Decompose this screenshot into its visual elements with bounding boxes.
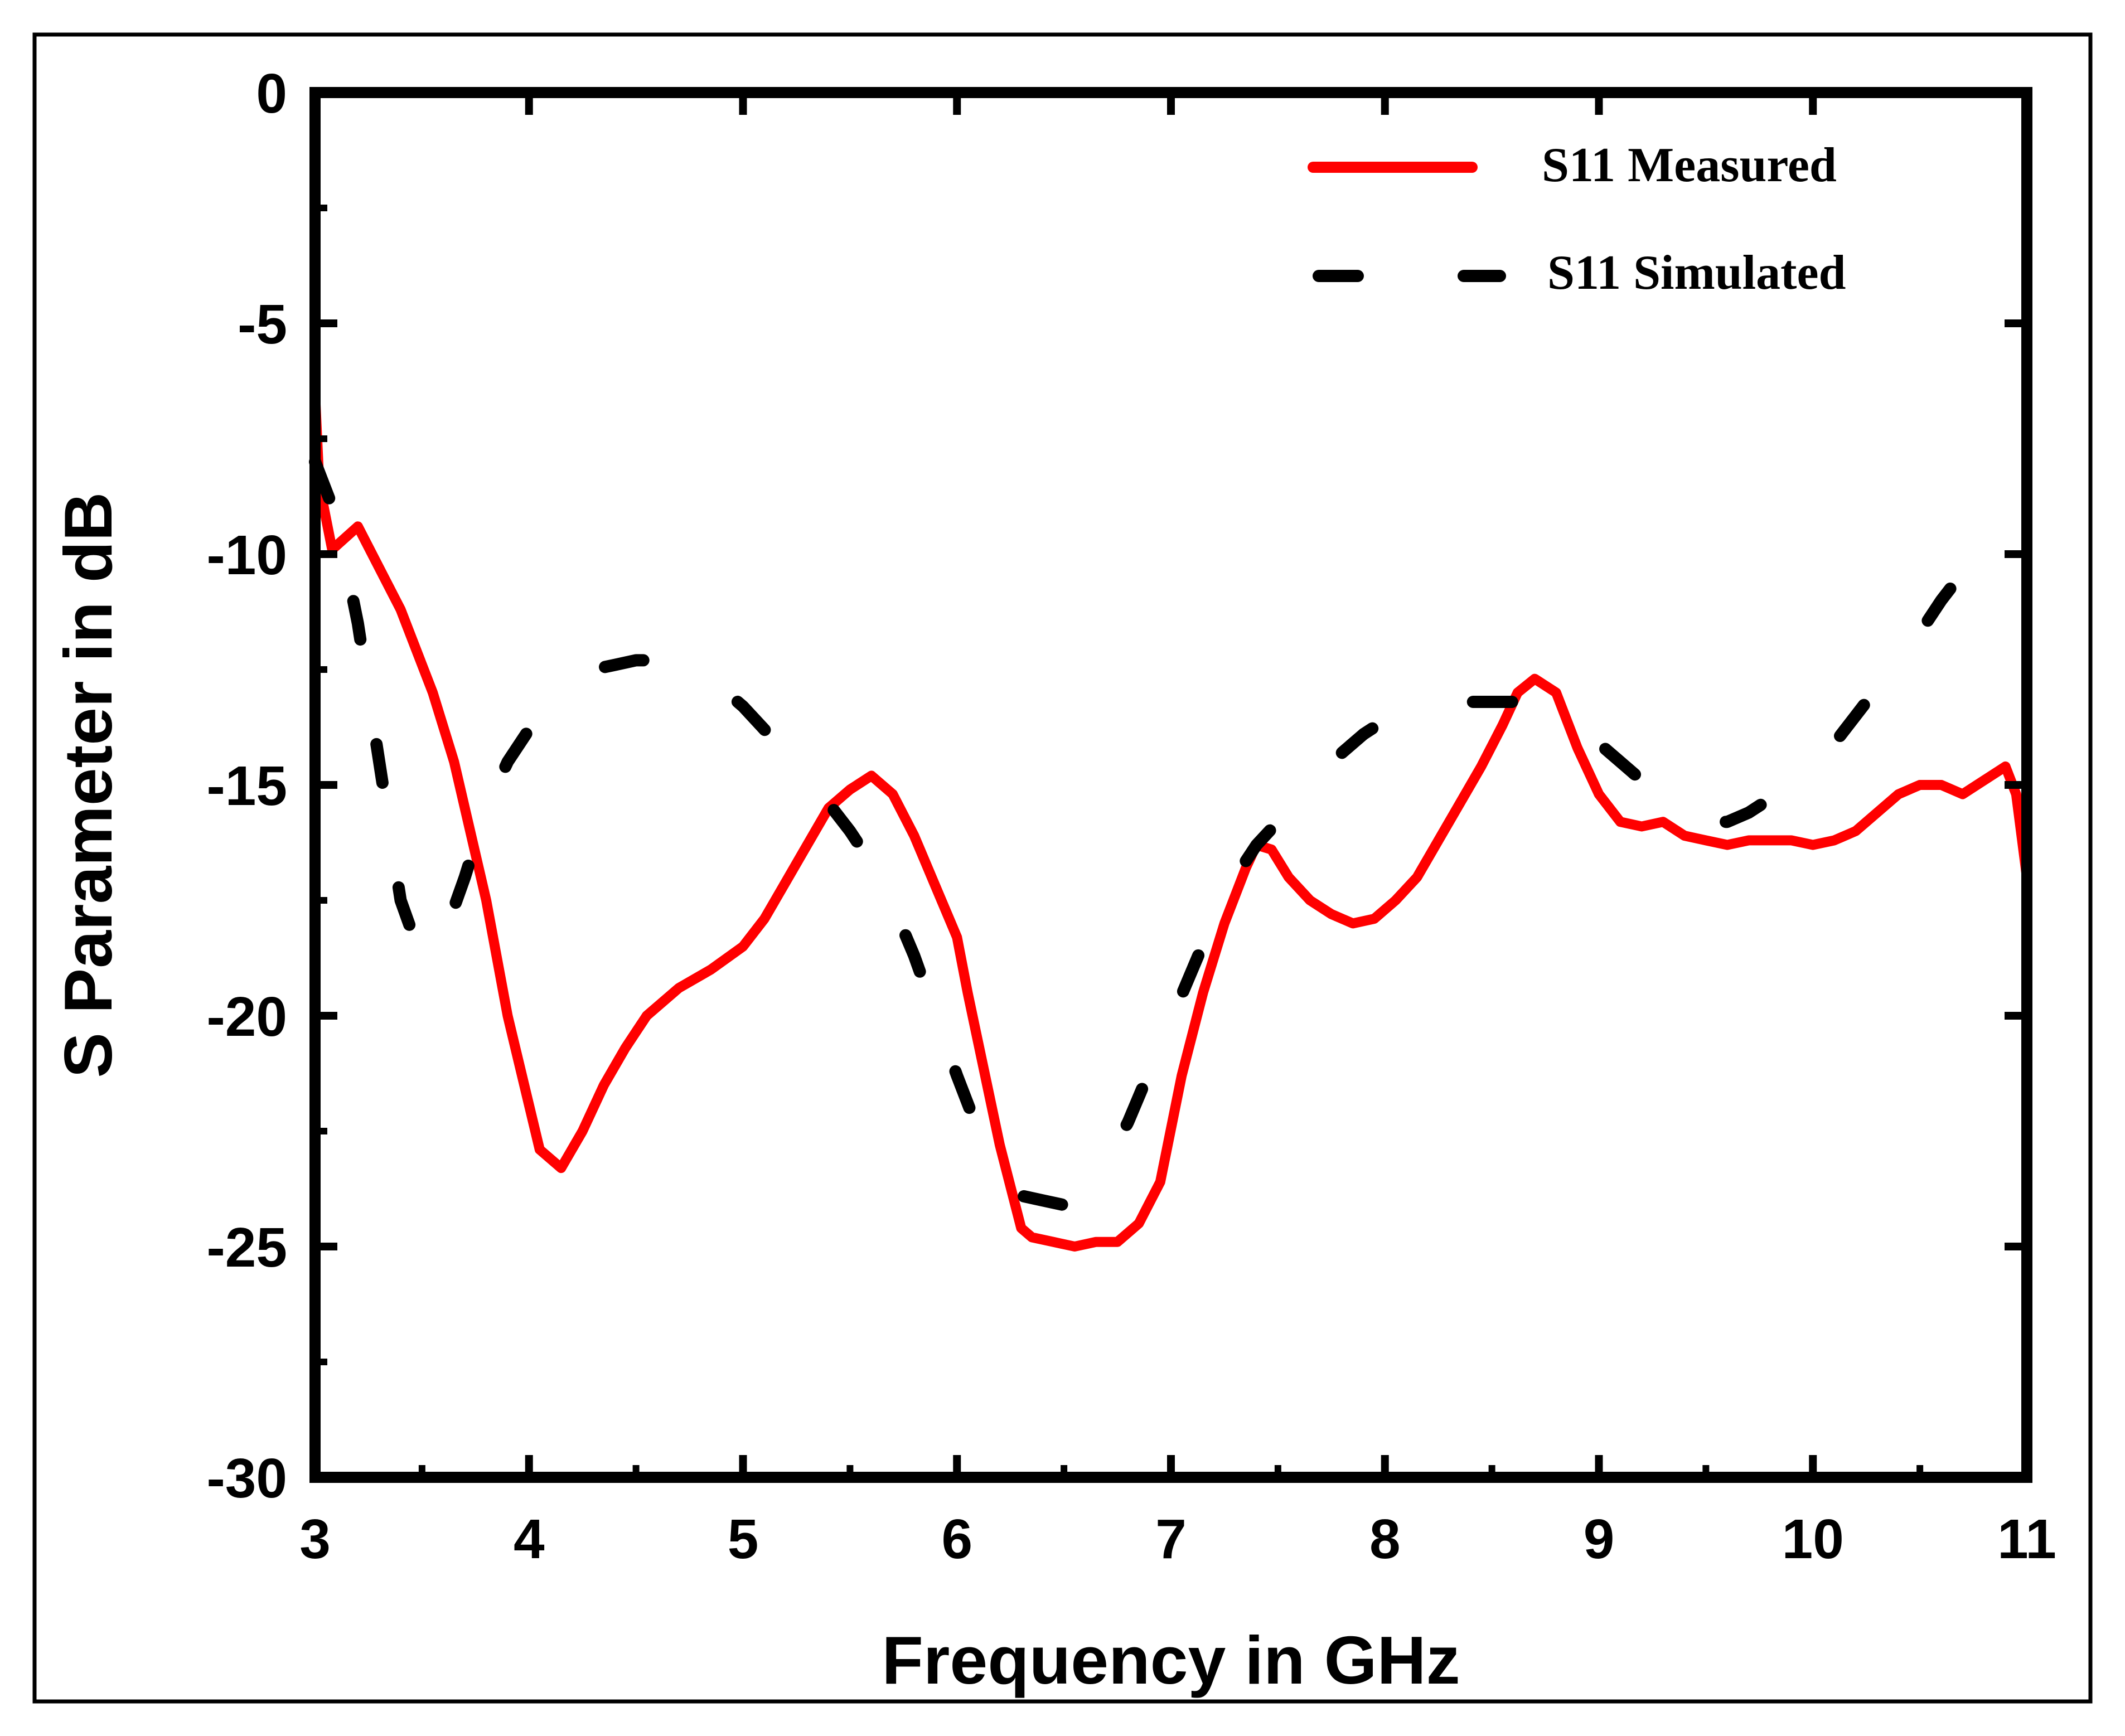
x-tick-label: 8 (1369, 1508, 1401, 1570)
y-tick-label: -5 (238, 293, 287, 356)
x-axis-title: Frequency in GHz (882, 1622, 1460, 1698)
y-tick-label: 0 (256, 62, 287, 125)
x-tick-label: 7 (1155, 1508, 1187, 1570)
chart-marks (309, 387, 2033, 1252)
x-tick-label: 11 (1997, 1508, 2056, 1570)
y-axis-title: S Parameter in dB (50, 492, 126, 1078)
legend-label-s11-simulated: S11 Simulated (1547, 246, 1846, 300)
x-tick-label: 9 (1584, 1508, 1615, 1570)
legend-label-s11-measured: S11 Measured (1542, 138, 1837, 192)
figure-border (32, 32, 2093, 1704)
y-tick-label: -10 (206, 524, 287, 586)
series-line-s11-simulated (309, 455, 2033, 1211)
x-tick-label: 3 (299, 1508, 331, 1570)
y-tick-label: -25 (206, 1216, 287, 1279)
tick-labels: 3 4 5 6 7 8 9 10 11 0 -5 -10 -15 -20 -25 -30 (206, 62, 2056, 1570)
series-line-s11-measured (310, 387, 2032, 1252)
x-tick-label: 5 (728, 1508, 759, 1570)
x-tick-label: 4 (514, 1508, 545, 1570)
y-tick-label: -20 (206, 986, 287, 1048)
x-tick-label: 6 (941, 1508, 972, 1570)
x-tick-label: 10 (1782, 1508, 1844, 1570)
y-tick-label: -30 (206, 1447, 287, 1510)
legend: S11 Measured S11 Simulated (1308, 138, 1846, 300)
y-tick-label: -15 (206, 755, 287, 817)
axis-ticks (311, 89, 2031, 1481)
